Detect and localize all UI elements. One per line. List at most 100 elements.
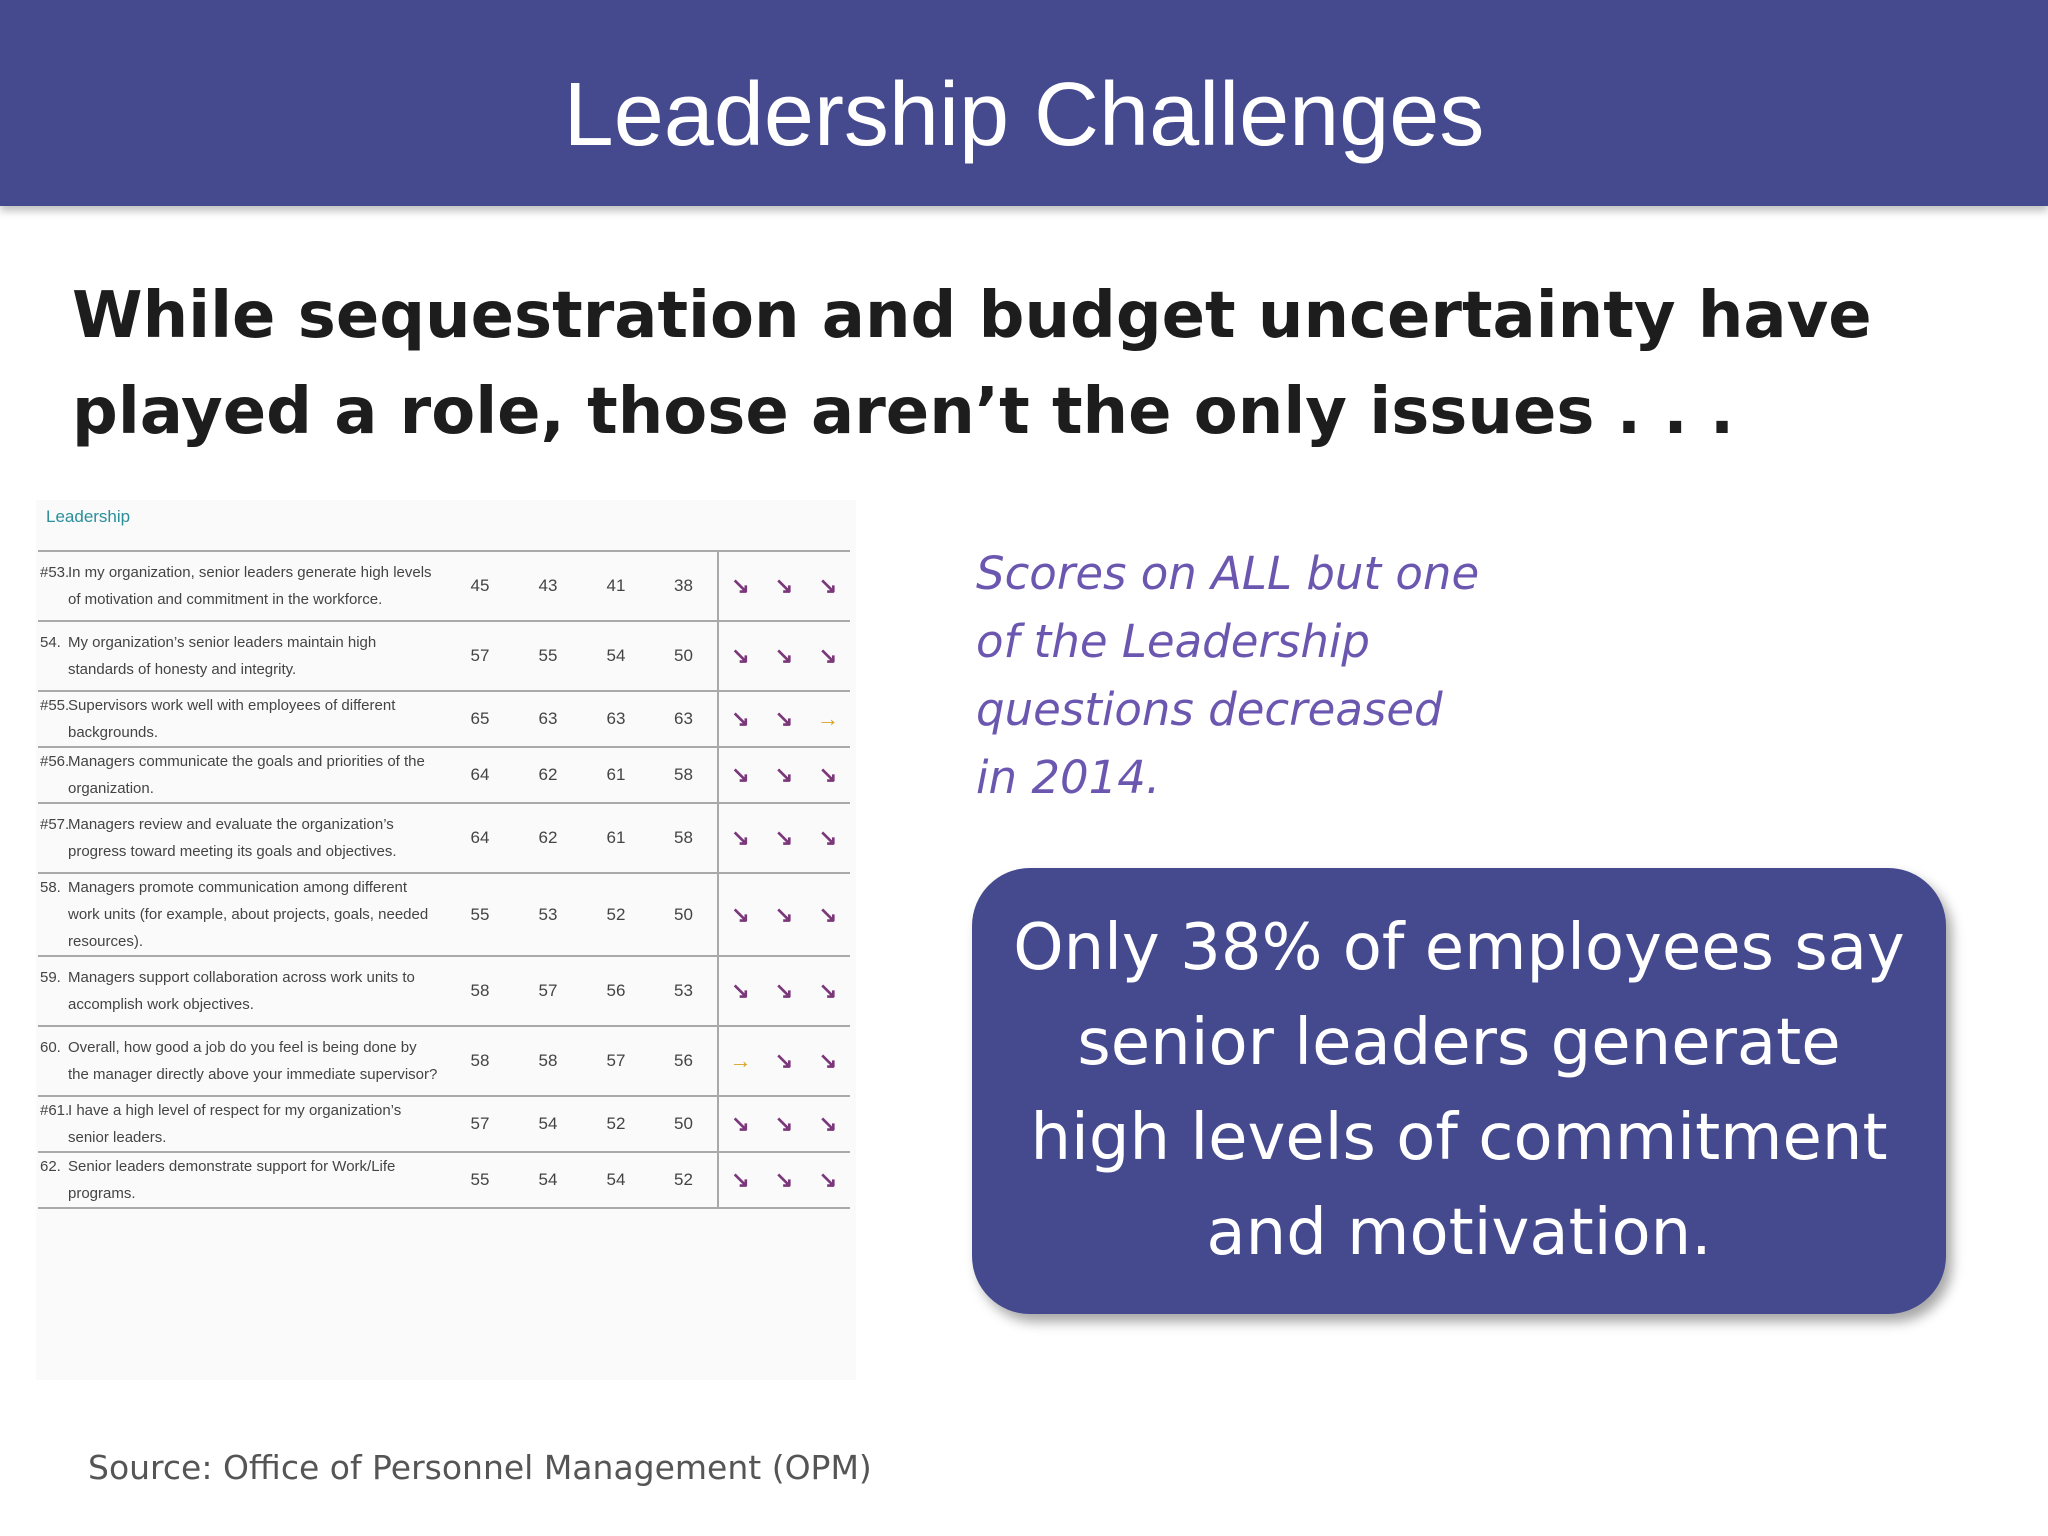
score-cell: 57	[582, 1026, 650, 1097]
score-cell: 62	[514, 747, 582, 804]
arrow-down-right-icon: ↘	[762, 803, 806, 874]
callout-box: Only 38% of employees say senior leaders…	[972, 868, 1946, 1314]
score-cell: 57	[446, 621, 514, 692]
arrow-down-right-icon: ↘	[718, 550, 762, 622]
arrow-down-right-icon: ↘	[762, 621, 806, 692]
score-cell: 63	[514, 691, 582, 748]
arrow-down-right-icon: ↘	[762, 1026, 806, 1097]
table-row: #61.I have a high level of respect for m…	[38, 1096, 850, 1153]
table-row: #53.In my organization, senior leaders g…	[38, 550, 850, 622]
score-cell: 50	[650, 621, 719, 692]
arrow-down-right-icon: ↘	[806, 803, 850, 874]
arrow-down-right-icon: ↘	[762, 1152, 806, 1209]
arrow-down-right-icon: ↘	[806, 747, 850, 804]
arrow-down-right-icon: ↘	[718, 803, 762, 874]
question-text: Managers support collaboration across wo…	[68, 969, 415, 1013]
score-cell: 54	[514, 1096, 582, 1153]
question-text: Senior leaders demonstrate support for W…	[68, 1158, 396, 1202]
score-cell: 58	[446, 1026, 514, 1097]
question-cell: 59. Managers support collaboration across…	[38, 956, 446, 1027]
score-cell: 52	[582, 873, 650, 957]
title-bar: Leadership Challenges	[0, 0, 2048, 206]
question-number: 62.	[40, 1158, 61, 1175]
arrow-down-right-icon: ↘	[718, 691, 762, 748]
score-cell: 52	[582, 1096, 650, 1153]
score-cell: 61	[582, 747, 650, 804]
table-row: #57.Managers review and evaluate the org…	[38, 803, 850, 874]
table-row: 54. My organization’s senior leaders main…	[38, 621, 850, 692]
question-number: #53.	[40, 564, 70, 581]
question-text: Managers review and evaluate the organiz…	[68, 816, 397, 860]
table-row: 59. Managers support collaboration across…	[38, 956, 850, 1027]
arrow-right-icon: →	[718, 1026, 762, 1097]
question-text: Managers promote communication among dif…	[68, 879, 429, 950]
question-number: #57.	[40, 816, 70, 833]
score-cell: 53	[514, 873, 582, 957]
score-cell: 55	[514, 621, 582, 692]
arrow-down-right-icon: ↘	[718, 621, 762, 692]
table-row: #56.Managers communicate the goals and p…	[38, 747, 850, 804]
score-cell: 38	[650, 550, 719, 622]
arrow-down-right-icon: ↘	[806, 1152, 850, 1209]
arrow-down-right-icon: ↘	[762, 691, 806, 748]
score-cell: 56	[582, 956, 650, 1027]
question-cell: #57.Managers review and evaluate the org…	[38, 803, 446, 874]
score-cell: 62	[514, 803, 582, 874]
callout-text: Only 38% of employees say senior leaders…	[1013, 911, 1905, 1270]
survey-table: #53.In my organization, senior leaders g…	[38, 550, 850, 1209]
score-cell: 63	[582, 691, 650, 748]
score-cell: 58	[446, 956, 514, 1027]
question-text: Supervisors work well with employees of …	[68, 697, 396, 741]
score-cell: 55	[446, 1152, 514, 1209]
score-cell: 50	[650, 1096, 719, 1153]
arrow-down-right-icon: ↘	[806, 1026, 850, 1097]
scores-note: Scores on ALL but one of the Leadership …	[976, 547, 1480, 804]
score-cell: 61	[582, 803, 650, 874]
question-cell: #56.Managers communicate the goals and p…	[38, 747, 446, 804]
question-cell: #53.In my organization, senior leaders g…	[38, 550, 446, 622]
table-row: 62. Senior leaders demonstrate support fo…	[38, 1152, 850, 1209]
score-cell: 58	[650, 747, 719, 804]
arrow-down-right-icon: ↘	[806, 873, 850, 957]
score-cell: 64	[446, 803, 514, 874]
score-cell: 54	[582, 621, 650, 692]
arrow-down-right-icon: ↘	[806, 621, 850, 692]
arrow-down-right-icon: ↘	[718, 747, 762, 804]
arrow-down-right-icon: ↘	[762, 873, 806, 957]
question-cell: #55.Supervisors work well with employees…	[38, 691, 446, 748]
question-cell: 58. Managers promote communication among …	[38, 873, 446, 957]
question-number: 54.	[40, 634, 61, 651]
question-number: 59.	[40, 969, 61, 986]
score-cell: 54	[514, 1152, 582, 1209]
question-cell: 62. Senior leaders demonstrate support fo…	[38, 1152, 446, 1209]
arrow-down-right-icon: ↘	[806, 1096, 850, 1153]
table-row: 58. Managers promote communication among …	[38, 873, 850, 957]
arrow-right-icon: →	[806, 691, 850, 748]
score-cell: 65	[446, 691, 514, 748]
score-cell: 63	[650, 691, 719, 748]
question-cell: #61.I have a high level of respect for m…	[38, 1096, 446, 1153]
source-note: Source: Office of Personnel Management (…	[88, 1448, 872, 1487]
score-cell: 58	[514, 1026, 582, 1097]
table-row: #55.Supervisors work well with employees…	[38, 691, 850, 748]
score-cell: 55	[446, 873, 514, 957]
question-cell: 54. My organization’s senior leaders main…	[38, 621, 446, 692]
score-cell: 58	[650, 803, 719, 874]
question-text: My organization’s senior leaders maintai…	[68, 634, 377, 678]
score-cell: 45	[446, 550, 514, 622]
arrow-down-right-icon: ↘	[718, 956, 762, 1027]
arrow-down-right-icon: ↘	[762, 1096, 806, 1153]
score-cell: 52	[650, 1152, 719, 1209]
question-number: #55.	[40, 697, 70, 714]
question-number: 60.	[40, 1039, 61, 1056]
score-cell: 54	[582, 1152, 650, 1209]
slide-subtitle: While sequestration and budget uncertain…	[72, 279, 1872, 449]
score-cell: 43	[514, 550, 582, 622]
arrow-down-right-icon: ↘	[718, 1152, 762, 1209]
question-cell: 60. Overall, how good a job do you feel i…	[38, 1026, 446, 1097]
question-text: I have a high level of respect for my or…	[68, 1102, 402, 1146]
arrow-down-right-icon: ↘	[806, 550, 850, 622]
arrow-down-right-icon: ↘	[762, 550, 806, 622]
question-text: Managers communicate the goals and prior…	[68, 753, 425, 797]
score-cell: 57	[446, 1096, 514, 1153]
